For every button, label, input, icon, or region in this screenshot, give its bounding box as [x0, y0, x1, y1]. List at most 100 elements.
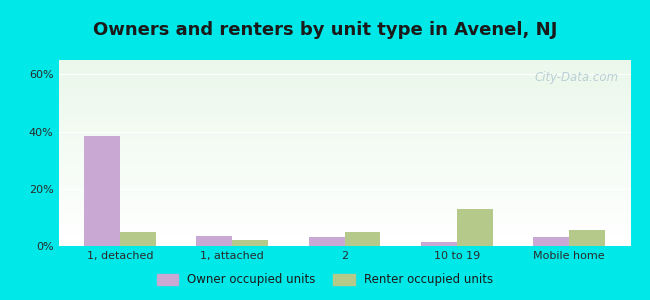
- Bar: [58, 151, 630, 153]
- Bar: [58, 97, 630, 99]
- Bar: [58, 99, 630, 101]
- Bar: [58, 110, 630, 112]
- Bar: [58, 82, 630, 84]
- Bar: [58, 75, 630, 77]
- Bar: [58, 114, 630, 116]
- Bar: [58, 71, 630, 73]
- Bar: [58, 162, 630, 164]
- Bar: [58, 66, 630, 68]
- Bar: [58, 84, 630, 86]
- Bar: [58, 211, 630, 212]
- Bar: [58, 112, 630, 114]
- Bar: [58, 181, 630, 183]
- Bar: [58, 131, 630, 133]
- Bar: [58, 123, 630, 125]
- Bar: [58, 201, 630, 203]
- Bar: [58, 60, 630, 62]
- Bar: [58, 216, 630, 218]
- Bar: [58, 184, 630, 187]
- Bar: [58, 125, 630, 127]
- Bar: [58, 118, 630, 119]
- Bar: [58, 214, 630, 216]
- Bar: [58, 242, 630, 244]
- Bar: [58, 188, 630, 190]
- Bar: [58, 198, 630, 200]
- Bar: [58, 240, 630, 242]
- Bar: [58, 170, 630, 172]
- Bar: [58, 187, 630, 188]
- Bar: [58, 212, 630, 214]
- Bar: [58, 136, 630, 138]
- Bar: [58, 134, 630, 136]
- Bar: [120, 232, 156, 246]
- Bar: [58, 203, 630, 205]
- Bar: [58, 218, 630, 220]
- Bar: [232, 240, 268, 246]
- Bar: [58, 140, 630, 142]
- Bar: [457, 209, 493, 246]
- Bar: [58, 101, 630, 103]
- Bar: [344, 232, 380, 246]
- Bar: [58, 157, 630, 159]
- Bar: [58, 73, 630, 75]
- Bar: [58, 177, 630, 179]
- Bar: [58, 103, 630, 105]
- Bar: [58, 80, 630, 82]
- Bar: [58, 119, 630, 122]
- Bar: [58, 153, 630, 155]
- Bar: [58, 133, 630, 134]
- Bar: [58, 138, 630, 140]
- Bar: [309, 237, 344, 246]
- Bar: [58, 144, 630, 146]
- Bar: [58, 146, 630, 147]
- Bar: [58, 226, 630, 227]
- Bar: [58, 155, 630, 157]
- Bar: [58, 175, 630, 177]
- Bar: [58, 172, 630, 173]
- Bar: [58, 159, 630, 161]
- Bar: [58, 233, 630, 235]
- Bar: [58, 220, 630, 222]
- Bar: [533, 237, 569, 246]
- Bar: [58, 227, 630, 229]
- Bar: [58, 79, 630, 80]
- Bar: [58, 127, 630, 129]
- Bar: [58, 166, 630, 168]
- Bar: [58, 64, 630, 66]
- Bar: [58, 88, 630, 90]
- Bar: [58, 69, 630, 71]
- Bar: [58, 108, 630, 110]
- Bar: [421, 242, 457, 246]
- Text: City-Data.com: City-Data.com: [535, 71, 619, 84]
- Bar: [58, 183, 630, 184]
- Bar: [58, 224, 630, 226]
- Bar: [58, 116, 630, 118]
- Bar: [58, 142, 630, 144]
- Bar: [58, 173, 630, 175]
- Bar: [58, 190, 630, 192]
- Bar: [58, 237, 630, 239]
- Bar: [58, 207, 630, 209]
- Bar: [58, 147, 630, 149]
- Text: Owners and renters by unit type in Avenel, NJ: Owners and renters by unit type in Avene…: [93, 21, 557, 39]
- Bar: [58, 238, 630, 240]
- Bar: [58, 77, 630, 79]
- Bar: [58, 95, 630, 97]
- Bar: [58, 94, 630, 95]
- Bar: [58, 179, 630, 181]
- Bar: [58, 235, 630, 237]
- Bar: [58, 205, 630, 207]
- Bar: [58, 168, 630, 170]
- Bar: [58, 222, 630, 224]
- Bar: [58, 229, 630, 231]
- Bar: [58, 200, 630, 201]
- Bar: [58, 160, 630, 162]
- Bar: [58, 90, 630, 92]
- Bar: [58, 92, 630, 94]
- Bar: [84, 136, 120, 246]
- Bar: [58, 244, 630, 246]
- Bar: [58, 62, 630, 64]
- Bar: [58, 194, 630, 196]
- Bar: [58, 105, 630, 106]
- Bar: [58, 68, 630, 69]
